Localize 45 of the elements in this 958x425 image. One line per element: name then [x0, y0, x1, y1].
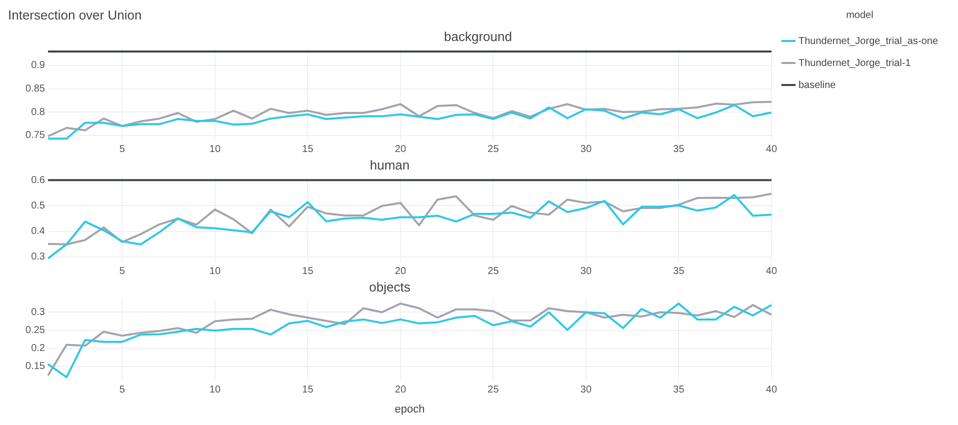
y-tick-label: 0.9 [31, 60, 46, 72]
legend-label: baseline [798, 80, 836, 91]
y-tick-label: 0.4 [31, 226, 46, 238]
y-tick-label: 0.3 [31, 252, 46, 263]
chart-subtitle: human [370, 157, 410, 172]
y-tick-label: 0.75 [26, 130, 46, 142]
x-tick-label: 10 [209, 384, 221, 396]
y-tick-label: 0.25 [26, 325, 46, 336]
x-tick-label: 30 [580, 384, 592, 396]
x-tick-label: 15 [302, 384, 314, 396]
y-tick-label: 0.6 [31, 174, 46, 186]
x-tick-label: 40 [766, 144, 778, 155]
x-tick-label: 35 [673, 144, 685, 155]
legend-title: model [846, 10, 874, 21]
x-tick-label: 20 [394, 144, 406, 155]
y-tick-label: 0.8 [31, 106, 46, 118]
x-tick-label: 5 [119, 144, 126, 155]
x-tick-label: 30 [580, 144, 592, 155]
x-tick-label: 40 [766, 266, 778, 277]
x-tick-label: 10 [209, 144, 221, 155]
chart-subtitle: objects [369, 279, 411, 294]
x-tick-label: 25 [488, 144, 500, 155]
legend-label: Thundernet_Jorge_trial_as-one [798, 36, 938, 47]
x-tick-label: 40 [766, 384, 778, 396]
x-tick-label: 5 [119, 384, 126, 396]
x-tick-label: 30 [580, 266, 592, 277]
x-tick-label: 20 [394, 266, 406, 277]
y-tick-label: 0.85 [26, 84, 46, 95]
x-tick-label: 35 [673, 384, 685, 396]
x-tick-label: 15 [302, 144, 314, 155]
x-axis-title: epoch [394, 403, 425, 416]
y-tick-label: 0.3 [31, 306, 46, 318]
x-tick-label: 25 [488, 384, 500, 396]
x-tick-label: 35 [673, 266, 685, 277]
x-tick-label: 20 [394, 384, 406, 396]
chart-subtitle: background [444, 28, 512, 44]
legend-label: Thundernet_Jorge_trial-1 [798, 58, 912, 69]
x-tick-label: 10 [209, 266, 221, 277]
y-tick-label: 0.15 [26, 361, 46, 372]
x-tick-label: 25 [488, 266, 500, 277]
y-tick-label: 0.5 [31, 200, 46, 212]
y-tick-label: 0.2 [31, 343, 46, 354]
x-tick-label: 5 [119, 266, 126, 277]
x-tick-label: 15 [302, 266, 314, 277]
chart-title: Intersection over Union [8, 7, 142, 22]
